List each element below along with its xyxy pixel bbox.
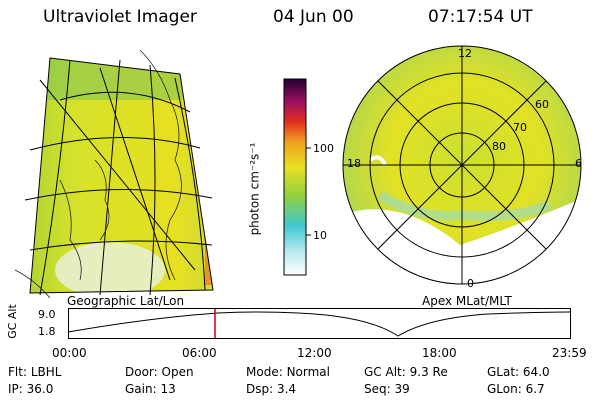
colorbar-unit-label: photon cm⁻²s⁻¹: [247, 142, 262, 236]
lat-label-80: 80: [492, 140, 506, 153]
info-door: Door: Open: [125, 365, 194, 379]
polar-emission: [343, 46, 581, 284]
observation-time: 07:17:54 UT: [428, 7, 533, 27]
time-tick-2359: 23:59: [552, 346, 587, 360]
info-gain: Gain: 13: [125, 382, 176, 396]
lat-label-70: 70: [513, 121, 527, 134]
geographic-image: [14, 49, 214, 298]
colorbar-tick-100: 100: [313, 142, 334, 155]
info-ip: IP: 36.0: [8, 382, 54, 396]
mlt-label-18: 18: [347, 157, 361, 170]
mlt-label-12: 12: [458, 47, 472, 60]
alt-axis-label: GC Alt: [5, 304, 19, 339]
info-seq: Seq: 39: [364, 382, 410, 396]
instrument-title: Ultraviolet Imager: [43, 7, 197, 27]
info-gc-alt: GC Alt: 9.3 Re: [364, 365, 448, 379]
time-tick-0600: 06:00: [182, 346, 217, 360]
geo-frame: [29, 57, 214, 294]
alt-tick-high: 9.0: [38, 308, 56, 321]
info-mode: Mode: Normal: [246, 365, 330, 379]
polar-image: [342, 45, 582, 285]
time-tick-0000: 00:00: [52, 346, 87, 360]
info-glon: GLon: 6.7: [487, 382, 545, 396]
polar-panel-label: Apex MLat/MLT: [422, 294, 512, 308]
time-tick-1200: 12:00: [297, 346, 332, 360]
lat-label-60: 60: [535, 98, 549, 111]
alt-tick-low: 1.8: [38, 325, 56, 338]
mlt-label-6: 6: [575, 157, 582, 170]
altitude-plot: [68, 308, 571, 339]
observation-date: 04 Jun 00: [273, 7, 354, 27]
polar-grid: [342, 45, 582, 285]
geo-panel-label: Geographic Lat/Lon: [67, 294, 185, 308]
coastlines: [14, 49, 182, 298]
info-flt: Flt: LBHL: [8, 365, 62, 379]
time-tick-1800: 18:00: [422, 346, 457, 360]
altitude-curve: [68, 311, 571, 337]
mlt-label-0: 0: [467, 277, 474, 290]
geo-grid: [24, 59, 213, 296]
colorbar: [283, 78, 311, 276]
geo-emission: [30, 58, 213, 293]
info-dsp: Dsp: 3.4: [246, 382, 297, 396]
info-glat: GLat: 64.0: [487, 365, 550, 379]
colorbar-tick-10: 10: [313, 229, 327, 242]
